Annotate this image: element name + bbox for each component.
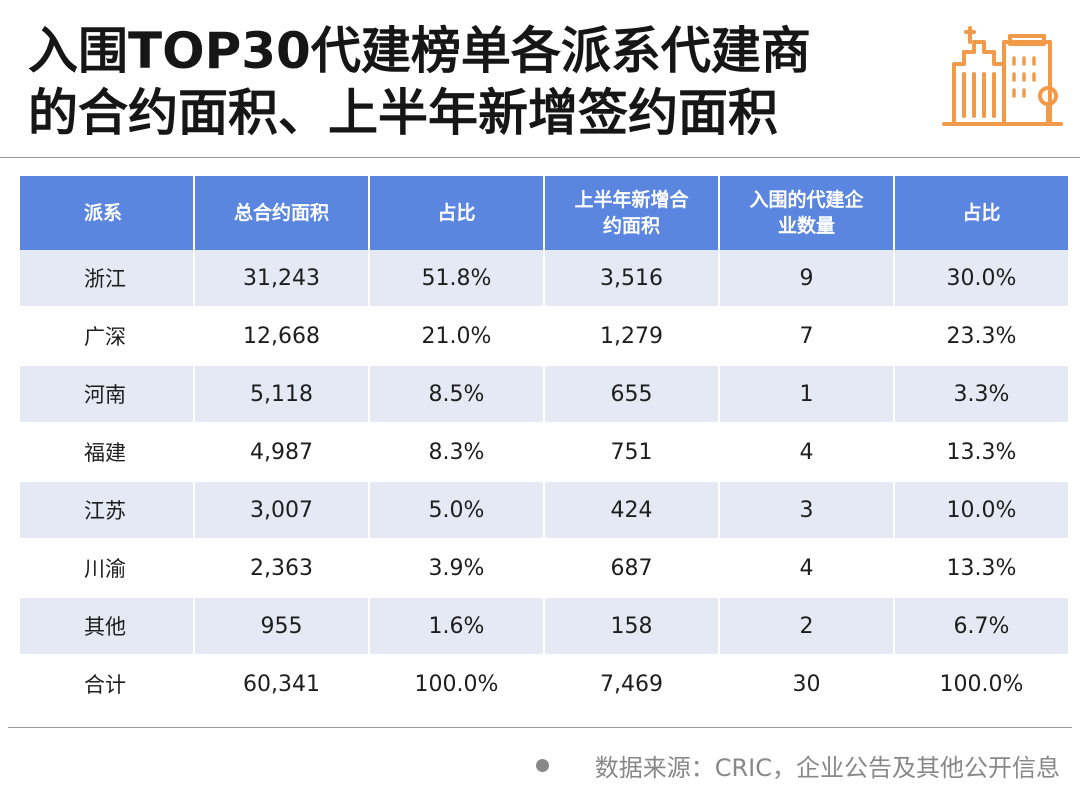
column-header: 派系 [20,176,193,250]
table-row: 浙江 31,243 51.8% 3,516 9 30.0% [20,250,1068,308]
title-line-2: 的合约面积、上半年新增签约面积 [28,84,778,142]
table-cell: 10.0% [895,482,1068,540]
page-title: 入围TOP30代建榜单各派系代建商 的合约面积、上半年新增签约面积 [28,20,928,144]
title-line-1: 入围TOP30代建榜单各派系代建商 [28,22,811,80]
table-cell: 30.0% [895,250,1068,308]
source-text: 数据来源：CRIC，企业公告及其他公开信息 [594,754,1060,782]
table-header-row: 派系 总合约面积 占比 上半年新增合 约面积 入围的代建企 业数量 占比 [20,176,1068,250]
table-cell: 8.3% [370,424,543,482]
table-cell: 5.0% [370,482,543,540]
table-cell: 7,469 [545,656,718,714]
table-cell: 其他 [20,598,193,656]
source-note: 数据来源：CRIC，企业公告及其他公开信息 [535,748,1060,783]
table-cell: 955 [195,598,368,656]
table-row: 江苏 3,007 5.0% 424 3 10.0% [20,482,1068,540]
table-cell: 7 [720,308,893,366]
table-cell: 3.9% [370,540,543,598]
table-cell: 3,007 [195,482,368,540]
table-cell: 3 [720,482,893,540]
table-total-row: 合计 60,341 100.0% 7,469 30 100.0% [20,656,1068,714]
column-header: 占比 [370,176,543,250]
table-cell: 河南 [20,366,193,424]
table-cell: 1.6% [370,598,543,656]
table-cell: 3,516 [545,250,718,308]
table-cell: 13.3% [895,540,1068,598]
table-cell: 5,118 [195,366,368,424]
table-cell: 21.0% [370,308,543,366]
title-divider [0,157,1080,158]
table-cell: 60,341 [195,656,368,714]
bullet-icon [535,759,549,772]
footer-divider [8,727,1072,728]
column-header: 总合约面积 [195,176,368,250]
table-cell: 51.8% [370,250,543,308]
table-cell: 合计 [20,656,193,714]
table-row: 其他 955 1.6% 158 2 6.7% [20,598,1068,656]
table-cell: 13.3% [895,424,1068,482]
table-cell: 100.0% [895,656,1068,714]
table-cell: 655 [545,366,718,424]
table-cell: 福建 [20,424,193,482]
table-cell: 31,243 [195,250,368,308]
table-cell: 1 [720,366,893,424]
table-row: 福建 4,987 8.3% 751 4 13.3% [20,424,1068,482]
table-cell: 687 [545,540,718,598]
table-cell: 浙江 [20,250,193,308]
table-cell: 4,987 [195,424,368,482]
table-cell: 1,279 [545,308,718,366]
table-cell: 4 [720,540,893,598]
table-cell: 4 [720,424,893,482]
data-table: 派系 总合约面积 占比 上半年新增合 约面积 入围的代建企 业数量 占比 浙江 … [18,176,1070,714]
table-cell: 23.3% [895,308,1068,366]
column-header: 占比 [895,176,1068,250]
table-cell: 6.7% [895,598,1068,656]
table-cell: 广深 [20,308,193,366]
table-row: 川渝 2,363 3.9% 687 4 13.3% [20,540,1068,598]
building-icon [942,26,1063,126]
table-cell: 川渝 [20,540,193,598]
table-cell: 158 [545,598,718,656]
table-cell: 30 [720,656,893,714]
table-row: 河南 5,118 8.5% 655 1 3.3% [20,366,1068,424]
table-cell: 751 [545,424,718,482]
table-cell: 9 [720,250,893,308]
table-cell: 3.3% [895,366,1068,424]
table-cell: 8.5% [370,366,543,424]
table-cell: 424 [545,482,718,540]
table-cell: 2,363 [195,540,368,598]
table-cell: 江苏 [20,482,193,540]
column-header: 入围的代建企 业数量 [720,176,893,250]
table-cell: 12,668 [195,308,368,366]
column-header: 上半年新增合 约面积 [545,176,718,250]
table-cell: 100.0% [370,656,543,714]
table-cell: 2 [720,598,893,656]
table-row: 广深 12,668 21.0% 1,279 7 23.3% [20,308,1068,366]
